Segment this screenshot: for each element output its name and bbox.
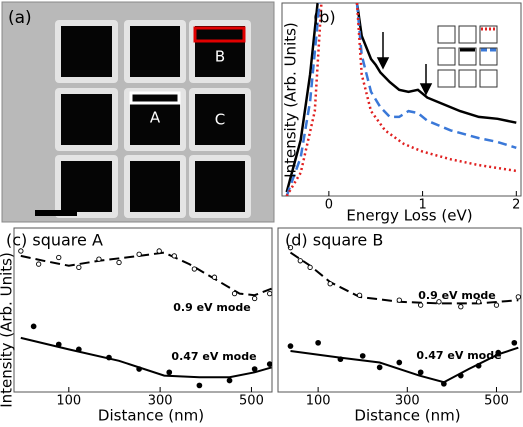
y-axis-label: Intensity (Arb. Units) (0, 252, 16, 408)
data-point (338, 357, 343, 362)
x-axis-label: Distance (nm) (354, 407, 460, 425)
data-point (76, 347, 81, 352)
inset-grid (438, 26, 497, 87)
x-tick-label: 100 (56, 394, 81, 409)
x-tick-label: 100 (306, 394, 331, 409)
data-point (212, 275, 216, 279)
data-point (288, 344, 293, 349)
data-point (397, 298, 401, 302)
panel-title: (b) (313, 8, 336, 27)
data-point (328, 282, 332, 286)
data-point (167, 370, 172, 375)
data-point (97, 257, 101, 261)
data-point (441, 381, 446, 386)
x-tick-label: 0 (325, 198, 333, 213)
marker-label: C (215, 111, 225, 129)
data-point (397, 360, 402, 365)
data-point (57, 255, 61, 259)
data-point (137, 367, 142, 372)
data-point (107, 355, 112, 360)
data-point (494, 303, 498, 307)
data-point (268, 291, 272, 295)
data-point (308, 265, 312, 269)
data-point (31, 324, 36, 329)
annotation: 0.47 eV mode (171, 350, 256, 363)
data-point (512, 340, 517, 345)
data-point (232, 291, 236, 295)
data-point (197, 383, 202, 388)
panel-label: (a) (8, 8, 32, 28)
x-axis-label: Energy Loss (eV) (346, 207, 472, 225)
data-point (459, 305, 463, 309)
data-point (418, 370, 423, 375)
data-point (357, 293, 361, 297)
figure: (a) A B C 012(b)Energy Loss (eV)Intensit… (0, 0, 523, 427)
x-tick-label: 2 (512, 198, 520, 213)
data-point (418, 303, 422, 307)
data-point (267, 362, 272, 367)
marker-label: B (215, 48, 225, 66)
data-point (117, 260, 121, 264)
x-tick-label: 500 (239, 394, 264, 409)
data-point (458, 373, 463, 378)
panel-title: (d) square B (285, 231, 383, 250)
data-point (172, 254, 176, 258)
annotation: 0.47 eV mode (416, 349, 501, 362)
data-point (476, 363, 481, 368)
data-point (137, 252, 141, 256)
x-axis-label: Distance (nm) (98, 407, 204, 425)
annotation: 0.9 eV mode (173, 301, 250, 314)
data-point (56, 342, 61, 347)
data-point (36, 262, 40, 266)
plot-frame (278, 228, 521, 392)
data-point (252, 296, 256, 300)
data-point (157, 249, 161, 253)
data-point (77, 265, 81, 269)
data-point (360, 354, 365, 359)
marker-label: A (150, 109, 161, 127)
micrograph (2, 2, 274, 222)
data-point (252, 367, 257, 372)
y-axis-label: Intensity (Arb. Units) (282, 22, 300, 178)
data-point (227, 378, 232, 383)
x-tick-label: 500 (484, 394, 509, 409)
annotation: 0.9 eV mode (418, 289, 495, 302)
data-point (516, 295, 520, 299)
data-point (377, 365, 382, 370)
data-point (298, 259, 302, 263)
panel-title: (c) square A (6, 231, 103, 250)
data-point (316, 340, 321, 345)
data-point (192, 267, 196, 271)
